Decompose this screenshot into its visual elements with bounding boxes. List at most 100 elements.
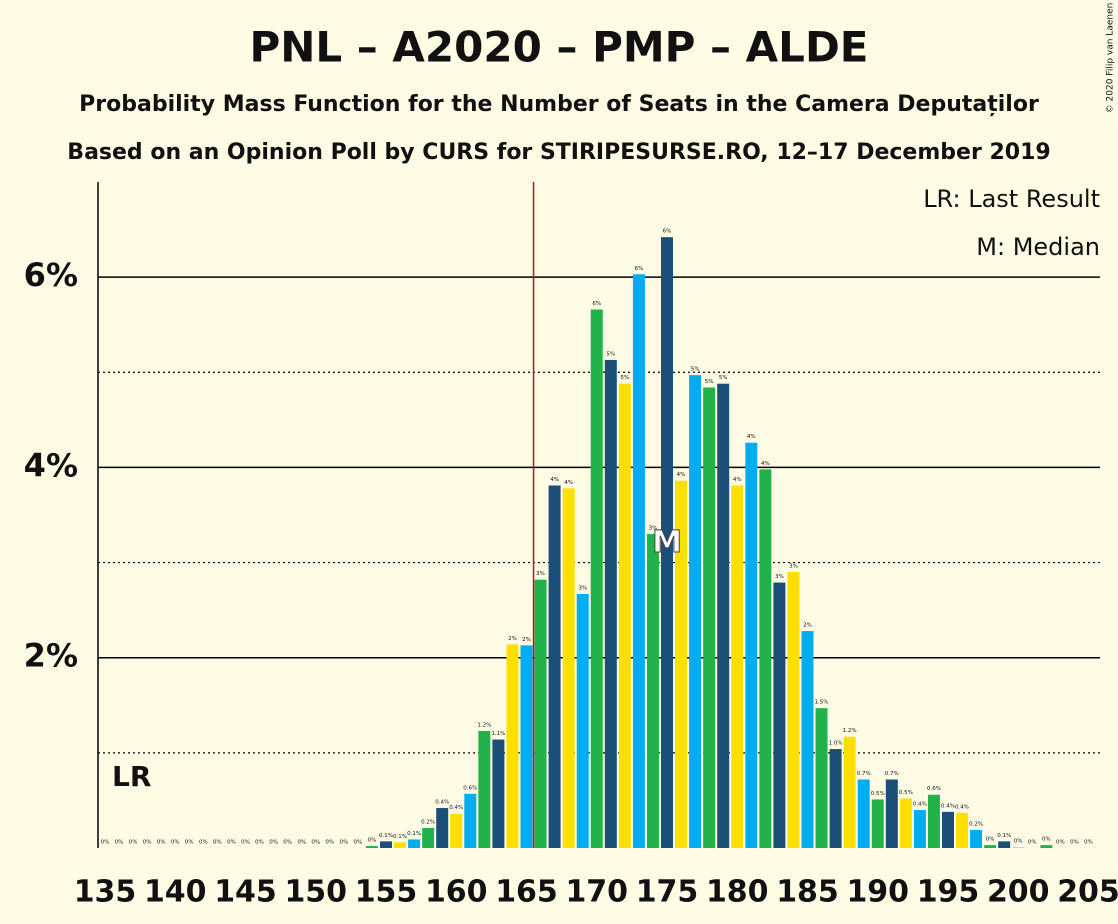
x-tick-label: 160	[425, 875, 488, 910]
bar	[759, 469, 772, 848]
value-label: 0%	[241, 840, 250, 846]
x-tick-label: 150	[284, 875, 347, 910]
legend-entry: M: Median	[976, 233, 1100, 261]
bar	[590, 309, 603, 848]
value-label: 0.1%	[407, 831, 421, 837]
chart-title: PNL – A2020 – PMP – ALDE	[249, 23, 868, 72]
bar	[380, 841, 392, 848]
bar	[478, 730, 491, 848]
value-label: 0%	[311, 840, 320, 846]
value-label: 0%	[269, 840, 278, 846]
bar	[857, 779, 870, 848]
bar	[787, 572, 800, 848]
bar	[717, 383, 730, 848]
value-label: 0%	[101, 840, 110, 846]
value-label: 0.4%	[941, 803, 955, 809]
value-label: 5%	[719, 375, 728, 381]
value-label: 1.5%	[815, 700, 829, 706]
median-label: M	[652, 525, 682, 560]
x-tick-label: 180	[706, 875, 769, 910]
value-label: 0.7%	[857, 771, 871, 777]
bar	[365, 846, 378, 848]
value-label: 6%	[592, 301, 601, 307]
value-label: 0.4%	[435, 800, 449, 806]
value-label: 0%	[227, 840, 236, 846]
bar	[970, 829, 983, 848]
value-label: 1.0%	[829, 741, 843, 747]
bar	[394, 842, 407, 848]
x-tick-label: 175	[636, 875, 699, 910]
value-label: 3%	[789, 564, 798, 570]
value-label: 0.1%	[379, 833, 393, 839]
bar	[745, 442, 758, 848]
value-label: 3%	[775, 574, 784, 580]
bar	[661, 237, 673, 848]
value-label: 0%	[199, 840, 208, 846]
value-label: 3%	[649, 526, 658, 532]
bar	[801, 631, 814, 848]
value-label: 0.1%	[997, 833, 1011, 839]
chart-subtitle: Based on an Opinion Poll by CURS for STI…	[67, 140, 1050, 165]
value-label: 0%	[986, 837, 995, 843]
value-label: 1.2%	[477, 722, 491, 728]
x-tick-label: 135	[74, 875, 137, 910]
value-label: 0%	[325, 840, 334, 846]
value-label: 3%	[536, 571, 545, 577]
value-label: 0%	[368, 838, 377, 844]
bar	[604, 359, 617, 848]
bar	[942, 811, 954, 848]
value-label: 0%	[185, 840, 194, 846]
value-label: 1.2%	[843, 728, 857, 734]
value-label: 0%	[297, 840, 306, 846]
value-label: 0%	[1014, 839, 1023, 845]
bar	[534, 579, 547, 848]
value-label: 0%	[339, 840, 348, 846]
bar	[576, 593, 589, 848]
bar	[689, 375, 702, 848]
x-tick-label: 205	[1057, 875, 1118, 910]
value-label: 4%	[550, 477, 559, 483]
bar	[927, 794, 940, 848]
value-label: 2%	[522, 637, 531, 643]
bar	[632, 274, 645, 848]
value-label: 0%	[354, 840, 363, 846]
bar	[815, 708, 828, 848]
value-label: 0.6%	[927, 786, 941, 792]
chart-subtitle: Probability Mass Function for the Number…	[79, 92, 1039, 117]
value-label: 6%	[635, 266, 644, 272]
bar	[885, 779, 898, 848]
bar	[618, 383, 631, 848]
bar	[1040, 845, 1053, 848]
value-label: 5%	[606, 351, 615, 357]
x-tick-label: 190	[846, 875, 909, 910]
value-label: 4%	[747, 434, 756, 440]
value-label: 2%	[803, 623, 812, 629]
y-tick-label: 4%	[24, 446, 78, 484]
value-label: 0.5%	[871, 791, 885, 797]
value-label: 0.2%	[969, 821, 983, 827]
value-label: 0%	[1028, 840, 1037, 846]
legend-entry: LR: Last Result	[923, 185, 1100, 213]
bar	[899, 798, 912, 848]
bar	[422, 828, 435, 848]
bar	[1012, 847, 1025, 848]
bar	[450, 813, 463, 848]
value-label: 5%	[705, 379, 714, 385]
bar	[843, 736, 856, 848]
value-label: 0.6%	[463, 785, 477, 791]
value-label: 0.1%	[393, 834, 407, 840]
bar	[984, 845, 997, 848]
bar	[829, 749, 842, 848]
bar	[913, 809, 926, 848]
value-label: 0.5%	[899, 790, 913, 796]
value-label: 0.7%	[885, 771, 899, 777]
bar	[998, 841, 1011, 848]
bar	[520, 645, 533, 848]
bar	[548, 485, 561, 848]
value-label: 0.2%	[421, 820, 435, 826]
x-tick-label: 170	[565, 875, 628, 910]
value-label: 0%	[213, 840, 222, 846]
bar	[675, 480, 688, 848]
value-label: 0.4%	[913, 801, 927, 807]
